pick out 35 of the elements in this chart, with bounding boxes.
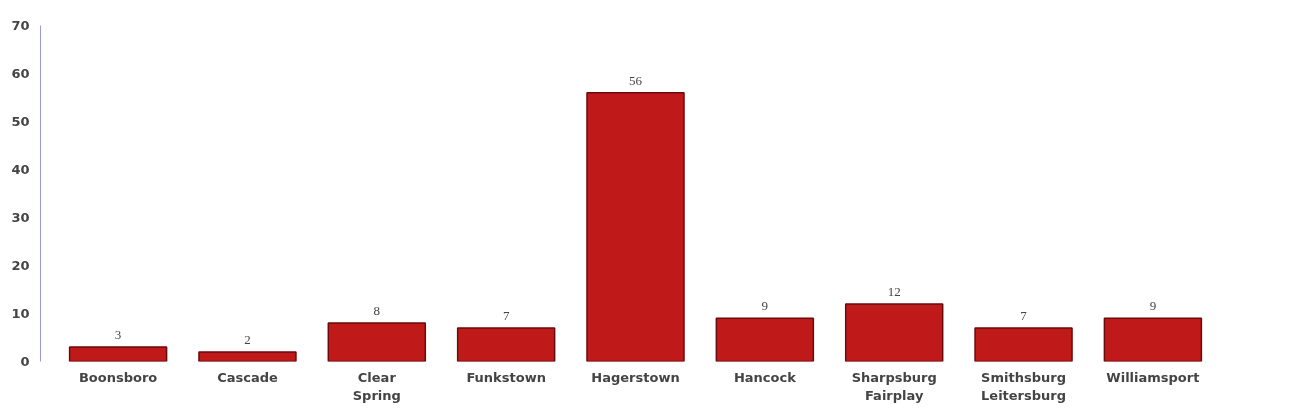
x-tick-label: Smithsburg Leitersburg bbox=[981, 369, 1067, 403]
data-label: 3 bbox=[114, 327, 122, 343]
data-label: 7 bbox=[1020, 307, 1028, 323]
y-tick-label: 0 bbox=[20, 354, 30, 369]
x-tick-label: Williamsport bbox=[1106, 369, 1200, 385]
data-label: 7 bbox=[502, 307, 510, 323]
data-label: 9 bbox=[1149, 298, 1157, 314]
x-tick-label: Clear Spring bbox=[352, 369, 401, 403]
x-tick-label: Hagerstown bbox=[591, 369, 680, 385]
y-tick-label: 30 bbox=[11, 210, 30, 225]
y-tick-label: 10 bbox=[11, 306, 30, 321]
bar bbox=[844, 303, 944, 362]
bar bbox=[586, 91, 685, 362]
bar bbox=[1103, 317, 1203, 362]
bar bbox=[456, 327, 556, 362]
y-tick-label: 50 bbox=[11, 114, 30, 129]
x-tick-label: Sharpsburg Fairplay bbox=[851, 369, 937, 403]
x-tick-label: Cascade bbox=[217, 369, 278, 385]
x-tick-label: Funkstown bbox=[466, 369, 546, 385]
x-tick-label: Boonsboro bbox=[78, 369, 158, 385]
data-label: 8 bbox=[373, 303, 381, 319]
bar bbox=[974, 327, 1073, 362]
x-tick-label: Hancock bbox=[733, 369, 797, 385]
data-label: 12 bbox=[887, 283, 901, 299]
y-tick-label: 70 bbox=[11, 18, 30, 33]
y-tick-label: 60 bbox=[11, 66, 30, 81]
data-label: 2 bbox=[244, 331, 251, 347]
y-tick-label: 20 bbox=[11, 258, 30, 273]
data-label: 9 bbox=[761, 298, 769, 314]
y-tick-label: 40 bbox=[11, 162, 30, 177]
bar bbox=[68, 346, 168, 362]
bar bbox=[715, 317, 815, 362]
data-label: 56 bbox=[629, 72, 643, 88]
bar bbox=[198, 351, 297, 362]
bar bbox=[327, 322, 427, 362]
